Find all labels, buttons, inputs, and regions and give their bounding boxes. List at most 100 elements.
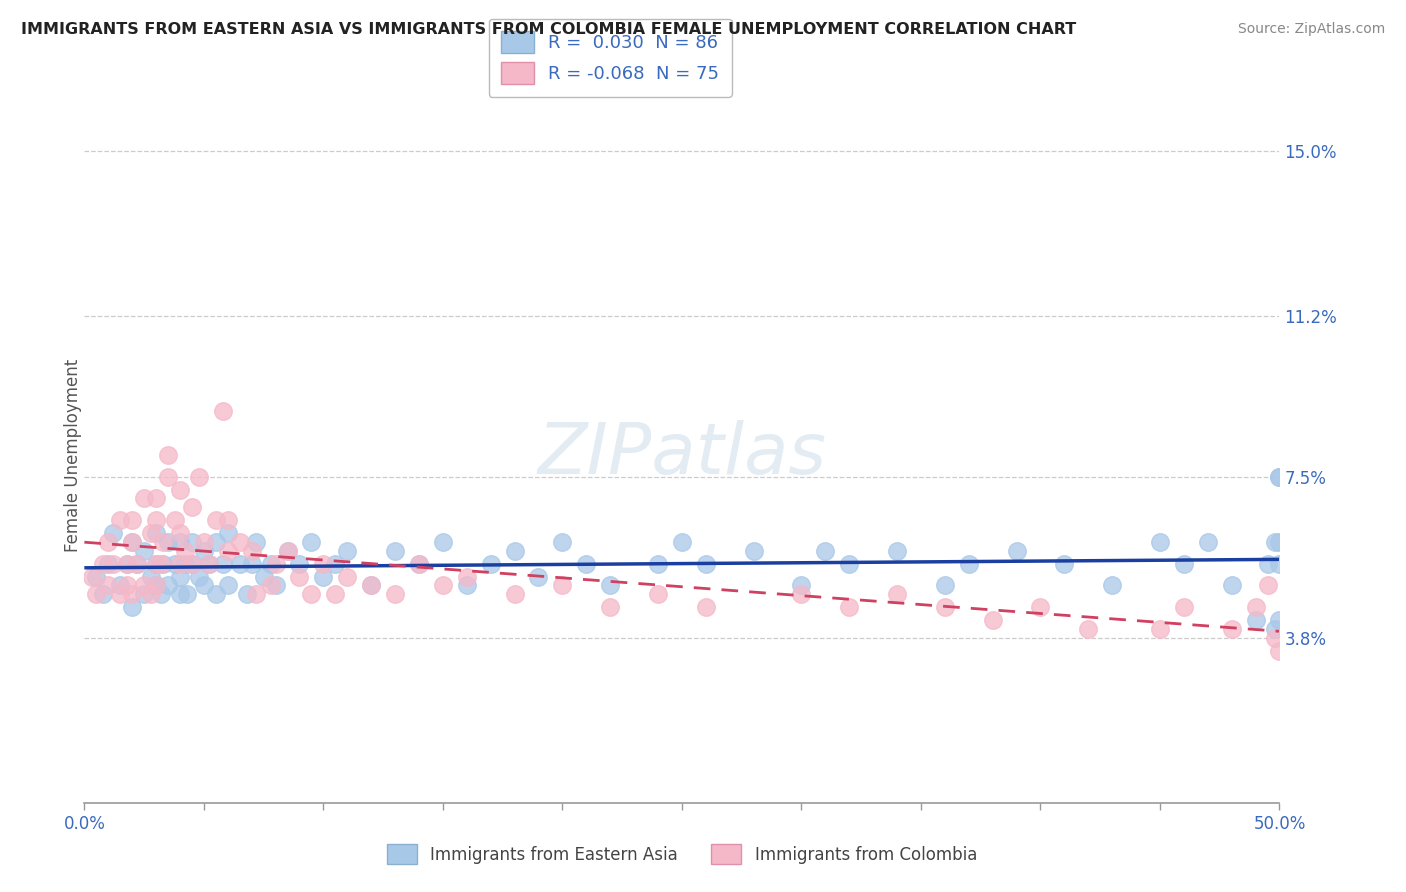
Point — [176, 587, 198, 601]
Point — [149, 587, 172, 601]
Point — [165, 557, 187, 571]
Point — [145, 526, 167, 541]
Point — [1220, 622, 1243, 636]
Point — [101, 557, 124, 571]
Point — [1101, 578, 1123, 592]
Point — [260, 557, 283, 571]
Point — [169, 526, 191, 541]
Point — [360, 578, 382, 592]
Point — [1268, 613, 1291, 627]
Text: IMMIGRANTS FROM EASTERN ASIA VS IMMIGRANTS FROM COLOMBIA FEMALE UNEMPLOYMENT COR: IMMIGRANTS FROM EASTERN ASIA VS IMMIGRAN… — [21, 22, 1077, 37]
Point — [181, 557, 204, 571]
Point — [1173, 557, 1195, 571]
Point — [1197, 534, 1219, 549]
Point — [301, 534, 323, 549]
Point — [169, 534, 191, 549]
Point — [141, 526, 163, 541]
Point — [132, 543, 156, 558]
Point — [503, 587, 526, 601]
Point — [132, 578, 156, 592]
Point — [181, 557, 204, 571]
Point — [671, 534, 693, 549]
Point — [181, 534, 204, 549]
Point — [264, 557, 287, 571]
Point — [838, 600, 860, 615]
Point — [169, 557, 191, 571]
Point — [193, 534, 215, 549]
Point — [288, 570, 311, 584]
Point — [132, 491, 156, 506]
Point — [205, 534, 228, 549]
Point — [260, 578, 283, 592]
Point — [173, 543, 195, 558]
Point — [647, 557, 669, 571]
Point — [240, 557, 263, 571]
Point — [790, 587, 813, 601]
Point — [97, 578, 120, 592]
Point — [695, 557, 717, 571]
Point — [169, 570, 191, 584]
Point — [145, 513, 167, 527]
Point — [188, 469, 211, 483]
Point — [957, 557, 980, 571]
Point — [1005, 543, 1028, 558]
Point — [527, 570, 550, 584]
Point — [456, 570, 478, 584]
Point — [145, 557, 167, 571]
Point — [599, 600, 621, 615]
Point — [1077, 622, 1099, 636]
Point — [117, 557, 139, 571]
Point — [169, 483, 191, 497]
Point — [1268, 534, 1291, 549]
Point — [1268, 557, 1291, 571]
Point — [934, 578, 956, 592]
Point — [181, 500, 204, 514]
Point — [575, 557, 598, 571]
Point — [336, 543, 359, 558]
Point — [157, 448, 180, 462]
Point — [217, 526, 239, 541]
Point — [503, 543, 526, 558]
Point — [110, 578, 132, 592]
Point — [97, 534, 120, 549]
Point — [110, 513, 132, 527]
Point — [93, 587, 115, 601]
Point — [197, 557, 219, 571]
Point — [384, 587, 406, 601]
Point — [479, 557, 502, 571]
Point — [188, 570, 211, 584]
Point — [790, 578, 813, 592]
Point — [1264, 534, 1286, 549]
Point — [121, 534, 143, 549]
Point — [121, 534, 143, 549]
Point — [1268, 469, 1291, 483]
Point — [1264, 631, 1286, 645]
Point — [886, 587, 908, 601]
Point — [1257, 578, 1279, 592]
Point — [647, 587, 669, 601]
Point — [97, 557, 120, 571]
Point — [245, 587, 267, 601]
Point — [212, 557, 235, 571]
Point — [245, 534, 267, 549]
Point — [1149, 622, 1171, 636]
Legend: Immigrants from Eastern Asia, Immigrants from Colombia: Immigrants from Eastern Asia, Immigrants… — [380, 838, 984, 871]
Point — [125, 557, 148, 571]
Point — [456, 578, 478, 592]
Point — [173, 557, 195, 571]
Point — [277, 543, 299, 558]
Point — [117, 578, 139, 592]
Point — [886, 543, 908, 558]
Point — [145, 578, 167, 592]
Point — [217, 513, 239, 527]
Point — [236, 587, 259, 601]
Point — [551, 578, 574, 592]
Point — [149, 557, 172, 571]
Point — [981, 613, 1004, 627]
Point — [229, 534, 252, 549]
Point — [312, 570, 335, 584]
Point — [1244, 600, 1267, 615]
Point — [141, 570, 163, 584]
Point — [301, 587, 323, 601]
Point — [1268, 469, 1291, 483]
